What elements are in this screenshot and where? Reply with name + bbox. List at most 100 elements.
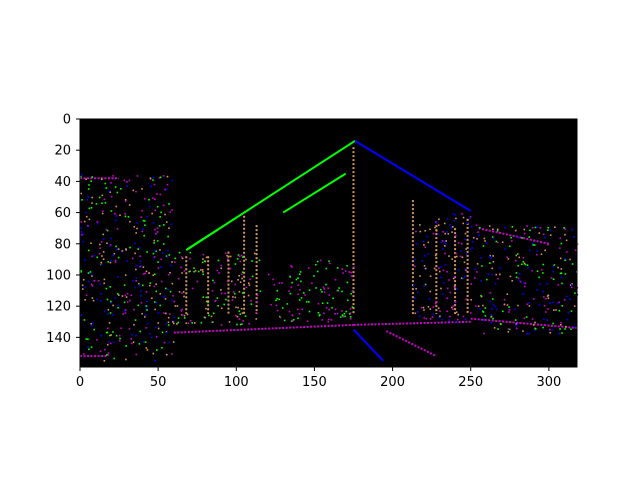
edge-pixel-blue — [172, 320, 175, 322]
edge-pixel-blue — [157, 311, 160, 314]
edge-pixel-orange — [153, 239, 156, 242]
edge-pixel-magenta — [342, 316, 345, 318]
edge-pixel-orange — [91, 196, 94, 199]
edge-pixel-magenta — [191, 287, 194, 290]
edge-pixel-orange — [559, 257, 562, 260]
edge-pixel-green — [241, 292, 244, 294]
edge-pixel-magenta — [164, 188, 166, 191]
edge-pixel-magenta — [297, 284, 299, 287]
edge-pixel-orange — [247, 282, 250, 285]
edge-pixel-green — [81, 199, 83, 201]
edge-pixel-green — [325, 267, 328, 270]
edge-pixel-orange — [238, 275, 240, 277]
edge-pixel-green — [98, 196, 101, 199]
edge-pixel-green — [223, 303, 225, 306]
edge-pixel-magenta — [276, 309, 279, 312]
edge-pixel-blue — [464, 318, 467, 321]
edge-pixel-blue — [464, 275, 466, 278]
edge-pixel-orange — [128, 204, 131, 206]
edge-pixel-blue — [569, 298, 571, 300]
edge-pixel-green — [528, 236, 531, 238]
edge-pixel-orange — [559, 323, 562, 326]
edge-pixel-magenta — [560, 321, 562, 324]
edge-pixel-orange — [429, 308, 432, 310]
edge-pixel-orange — [88, 218, 91, 221]
edge-pixel-orange — [484, 240, 486, 242]
edge-pixel-orange — [106, 242, 108, 245]
edge-pixel-magenta — [570, 286, 573, 289]
edge-pixel-green — [346, 264, 348, 267]
edge-pixel-green — [143, 220, 146, 222]
edge-pixel-green — [348, 313, 351, 315]
edge-pixel-orange — [101, 255, 103, 257]
edge-pixel-orange — [493, 327, 496, 329]
edge-pixel-green — [351, 306, 354, 308]
edge-pixel-magenta — [85, 294, 88, 297]
edge-pixel-orange — [167, 316, 170, 319]
edge-pixel-magenta — [167, 273, 170, 276]
edge-pixel-magenta — [321, 319, 324, 321]
edge-pixel-green — [514, 319, 517, 321]
edge-pixel-green — [316, 260, 319, 263]
edge-pixel-orange — [503, 303, 506, 306]
edge-pixel-magenta — [454, 286, 456, 289]
edge-pixel-orange — [102, 233, 105, 236]
edge-pixel-magenta — [475, 305, 477, 307]
edge-pixel-orange — [451, 258, 453, 260]
edge-pixel-green — [524, 263, 527, 266]
edge-segment-magenta — [173, 323, 354, 334]
edge-pixel-green — [107, 261, 109, 263]
edge-pixel-magenta — [476, 271, 478, 273]
edge-pixel-green — [564, 328, 566, 330]
edge-pixel-magenta — [248, 322, 250, 325]
edge-pixel-orange — [168, 227, 170, 229]
edge-pixel-blue — [135, 334, 138, 337]
edge-pixel-magenta — [155, 336, 158, 338]
edge-pixel-green — [343, 312, 346, 315]
edge-pixel-green — [325, 283, 327, 286]
edge-pixel-blue — [150, 336, 153, 339]
edge-pixel-blue — [446, 218, 449, 220]
edge-pixel-green — [481, 265, 483, 267]
edge-pixel-blue — [165, 331, 168, 334]
edge-pixel-magenta — [129, 299, 131, 302]
edge-pixel-magenta — [475, 224, 478, 226]
edge-pixel-magenta — [533, 298, 535, 300]
edge-pixel-magenta — [114, 261, 117, 263]
edge-pixel-orange — [125, 296, 128, 298]
edge-pixel-blue — [87, 280, 90, 283]
edge-pixel-green — [308, 310, 311, 313]
edge-pixel-orange — [107, 308, 110, 311]
edge-pixel-magenta — [130, 294, 133, 297]
edge-pixel-green — [105, 287, 108, 290]
edge-pixel-blue — [546, 282, 549, 285]
edge-pixel-green — [168, 203, 170, 205]
edge-pixel-blue — [491, 274, 493, 276]
edge-pixel-orange — [549, 331, 552, 334]
edge-pixel-orange — [84, 299, 86, 301]
edge-pixel-green — [342, 315, 344, 317]
edge-pixel-green — [117, 306, 119, 309]
edge-pixel-magenta — [288, 290, 290, 292]
edge-pixel-blue — [526, 333, 528, 335]
edge-pixel-magenta — [524, 282, 527, 285]
edge-pixel-blue — [437, 233, 440, 235]
edge-pixel-green — [197, 270, 200, 273]
edge-pixel-magenta — [157, 267, 160, 269]
edge-pixel-green — [521, 237, 523, 239]
edge-pixel-blue — [428, 298, 431, 300]
edge-pixel-orange — [90, 242, 92, 245]
edge-pixel-orange — [91, 202, 93, 204]
edge-pixel-green — [315, 287, 317, 289]
edge-pixel-magenta — [156, 231, 159, 233]
edge-pixel-orange — [451, 226, 454, 228]
edge-pixel-magenta — [118, 334, 121, 337]
edge-pixel-magenta — [336, 312, 339, 315]
edge-pixel-orange — [444, 232, 446, 235]
edge-pixel-magenta — [304, 294, 306, 296]
edge-pixel-blue — [504, 226, 506, 229]
edge-pixel-blue — [528, 332, 531, 335]
edge-pixel-blue — [573, 326, 576, 328]
edge-pixel-orange — [429, 228, 431, 231]
edge-pixel-blue — [92, 322, 95, 324]
